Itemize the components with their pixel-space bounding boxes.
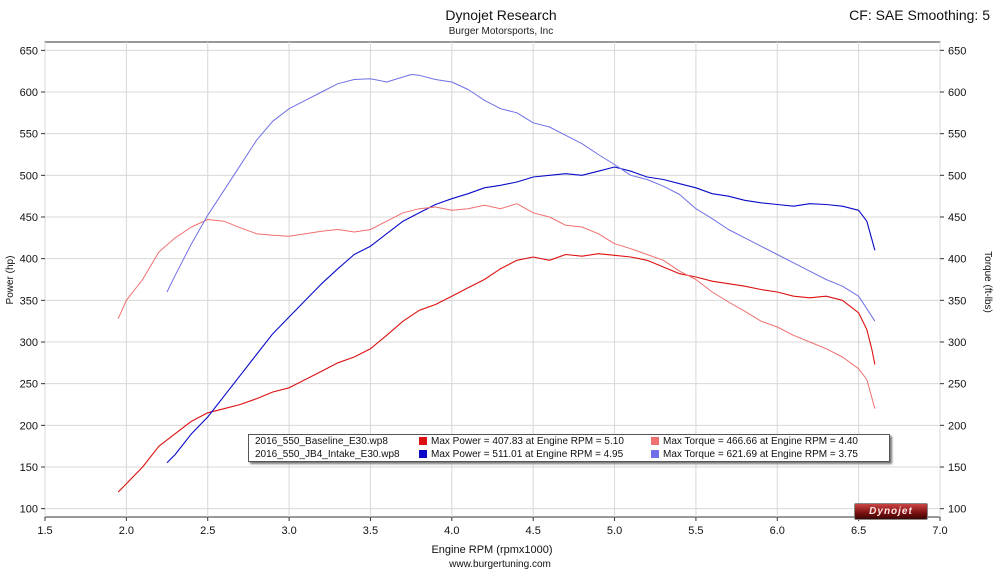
y-tick-label-left: 500 [20, 170, 38, 182]
legend-file-jb4: 2016_550_JB4_Intake_E30.wp8 [255, 449, 400, 460]
y-tick-label-left: 300 [20, 337, 38, 349]
y-tick-label-right: 100 [948, 504, 966, 516]
y-tick-label-right: 400 [948, 254, 966, 266]
x-tick-label: 2.0 [119, 525, 134, 537]
x-axis-label: Engine RPM (rpmx1000) [431, 544, 552, 556]
legend-swatch-baseline-power [419, 437, 427, 445]
series-line-3 [166, 74, 876, 322]
y-tick-label-left: 550 [20, 129, 38, 141]
x-tick-label: 4.5 [526, 525, 541, 537]
y-tick-label-right: 250 [948, 379, 966, 391]
y-tick-label-left: 650 [20, 45, 38, 57]
y-tick-label-right: 650 [948, 45, 966, 57]
series-lines [117, 74, 876, 493]
header-right: CF: SAE Smoothing: 5 [849, 7, 990, 23]
y-tick-label-right: 450 [948, 212, 966, 224]
legend-torque-baseline: Max Torque = 466.66 at Engine RPM = 4.40 [663, 436, 858, 447]
y-tick-label-right: 600 [948, 87, 966, 99]
chart-title: Dynojet Research [445, 7, 556, 23]
legend-swatch-jb4-power [419, 450, 427, 458]
legend-power-baseline: Max Power = 407.83 at Engine RPM = 5.10 [431, 436, 624, 447]
series-line-2 [117, 203, 876, 409]
y-axis-label-right: Torque (ft-lbs) [982, 251, 993, 313]
y-tick-label-right: 350 [948, 295, 966, 307]
y-tick-label-left: 450 [20, 212, 38, 224]
chart-subtitle: Burger Motorsports, Inc [449, 26, 553, 37]
x-tick-label: 5.0 [607, 525, 622, 537]
legend-swatch-jb4-torque [651, 450, 659, 458]
x-tick-label: 7.0 [932, 525, 947, 537]
y-tick-label-left: 350 [20, 295, 38, 307]
y-tick-label-left: 200 [20, 420, 38, 432]
y-tick-label-right: 550 [948, 129, 966, 141]
dynojet-logo: Dynojet [854, 503, 928, 520]
footer-url: www.burgertuning.com [448, 559, 551, 570]
y-axis-label-left: Power (hp) [5, 256, 16, 305]
legend-swatch-baseline-torque [651, 437, 659, 445]
x-tick-label: 6.5 [851, 525, 866, 537]
y-tick-label-right: 200 [948, 420, 966, 432]
x-tick-label: 4.0 [444, 525, 459, 537]
x-tick-label: 5.5 [688, 525, 703, 537]
y-tick-label-right: 150 [948, 462, 966, 474]
x-tick-label: 3.0 [281, 525, 296, 537]
y-tick-label-right: 500 [948, 170, 966, 182]
x-tick-label: 2.5 [200, 525, 215, 537]
x-tick-label: 1.5 [37, 525, 52, 537]
y-tick-label-left: 100 [20, 504, 38, 516]
legend-row-jb4: 2016_550_JB4_Intake_E30.wp8 Max Power = … [249, 448, 889, 461]
legend-file-baseline: 2016_550_Baseline_E30.wp8 [255, 436, 388, 447]
y-tick-label-left: 150 [20, 462, 38, 474]
legend: 2016_550_Baseline_E30.wp8 Max Power = 40… [248, 434, 890, 462]
series-line-0 [117, 253, 876, 493]
y-tick-label-left: 400 [20, 254, 38, 266]
y-tick-label-right: 300 [948, 337, 966, 349]
legend-row-baseline: 2016_550_Baseline_E30.wp8 Max Power = 40… [249, 435, 889, 448]
series-line-1 [166, 166, 876, 464]
y-tick-label-left: 250 [20, 379, 38, 391]
x-tick-label: 6.0 [770, 525, 785, 537]
legend-power-jb4: Max Power = 511.01 at Engine RPM = 4.95 [431, 449, 624, 460]
y-tick-label-left: 600 [20, 87, 38, 99]
x-tick-label: 3.5 [363, 525, 378, 537]
legend-torque-jb4: Max Torque = 621.69 at Engine RPM = 3.75 [663, 449, 858, 460]
